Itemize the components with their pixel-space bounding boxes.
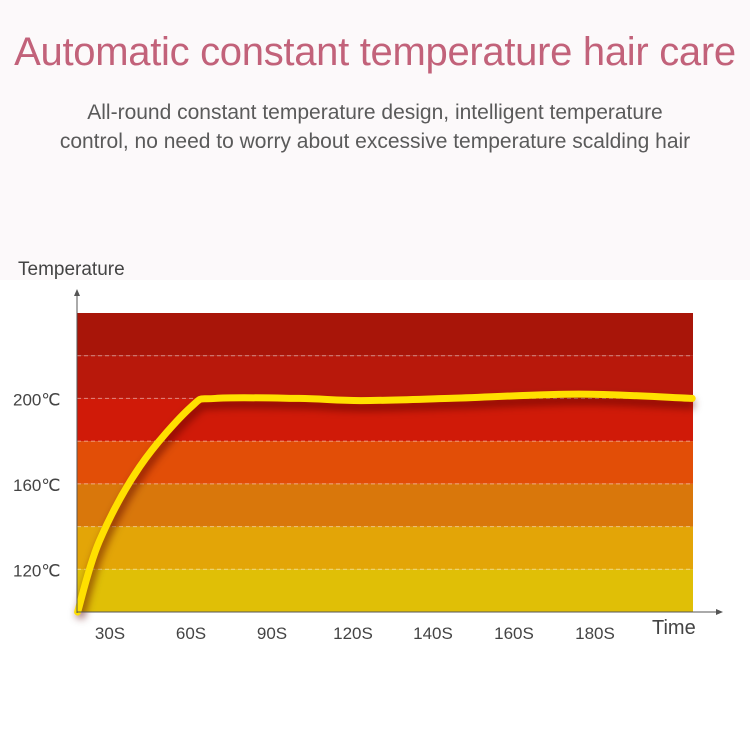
temperature-band (77, 483, 693, 527)
y-tick-label: 120℃ (13, 561, 60, 580)
x-tick-label: 60S (176, 624, 206, 643)
x-tick-label: 140S (413, 624, 453, 643)
y-tick-label: 200℃ (13, 390, 60, 409)
x-tick-label: 30S (95, 624, 125, 643)
page-title: Automatic constant temperature hair care (14, 30, 736, 74)
subtitle-line-1: All-round constant temperature design, i… (87, 101, 663, 124)
x-tick-labels: 30S 60S 90S 120S 140S 160S 180S (95, 624, 615, 643)
temperature-band (77, 313, 693, 356)
x-tick-label: 120S (333, 624, 373, 643)
temperature-bands (77, 313, 693, 612)
subtitle-line-2: control, no need to worry about excessiv… (59, 130, 691, 153)
x-tick-label: 160S (494, 624, 534, 643)
y-tick-label: 160℃ (13, 476, 60, 495)
x-axis-label: Time (652, 617, 696, 639)
curve-shadow (75, 395, 695, 620)
y-axis-label: Temperature (18, 259, 125, 280)
y-tick-labels: 120℃ 160℃ 200℃ (13, 390, 60, 580)
temperature-band (77, 441, 693, 484)
temperature-band (77, 526, 693, 570)
temperature-band (77, 569, 693, 612)
x-tick-label: 180S (575, 624, 615, 643)
x-tick-label: 90S (257, 624, 287, 643)
temperature-curve (74, 390, 696, 616)
subtitle: All-round constant temperature design, i… (0, 98, 750, 156)
